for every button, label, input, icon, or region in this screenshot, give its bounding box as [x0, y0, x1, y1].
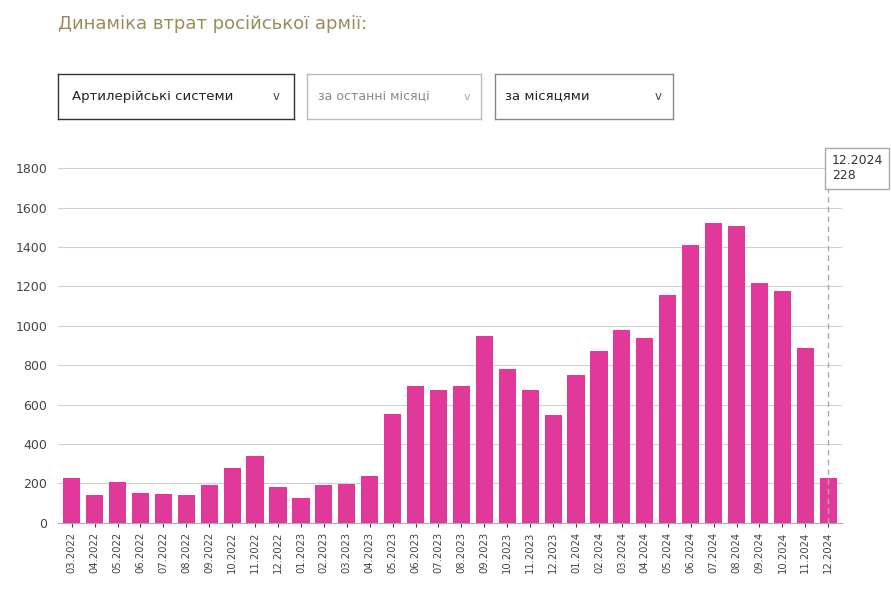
Bar [499, 369, 516, 523]
Bar [705, 223, 723, 523]
Bar [797, 348, 813, 523]
Bar [683, 245, 699, 523]
Bar [384, 414, 401, 523]
Bar [339, 484, 356, 523]
Bar [315, 485, 332, 523]
Bar [568, 375, 584, 523]
Bar [453, 387, 470, 523]
Bar [544, 415, 561, 523]
Text: v: v [655, 90, 662, 103]
Bar [407, 386, 424, 523]
Bar [200, 485, 217, 523]
Bar [292, 498, 309, 523]
Bar [86, 495, 103, 523]
Bar [773, 290, 791, 523]
Bar [155, 494, 172, 523]
Bar [269, 487, 287, 523]
Bar [591, 351, 608, 523]
Text: Динаміка втрат російської армії:: Динаміка втрат російської армії: [58, 15, 367, 33]
Bar [521, 390, 539, 523]
Bar [820, 478, 837, 523]
Bar [751, 283, 768, 523]
Text: v: v [464, 91, 470, 102]
Bar [728, 226, 745, 523]
Bar [177, 495, 195, 523]
Bar [659, 295, 676, 523]
Bar [613, 330, 631, 523]
Bar [109, 482, 127, 523]
Text: за місяцями: за місяцями [505, 90, 590, 103]
Text: за останні місяці: за останні місяці [318, 90, 429, 103]
Text: v: v [273, 90, 280, 103]
Text: 12.2024
228: 12.2024 228 [831, 154, 883, 182]
Bar [361, 476, 379, 523]
Text: Артилерійські системи: Артилерійські системи [72, 90, 233, 103]
Bar [63, 478, 80, 523]
Bar [132, 493, 149, 523]
Bar [476, 336, 493, 523]
Bar [429, 390, 447, 523]
Bar [224, 467, 241, 523]
Bar [247, 456, 264, 523]
Bar [636, 338, 653, 523]
